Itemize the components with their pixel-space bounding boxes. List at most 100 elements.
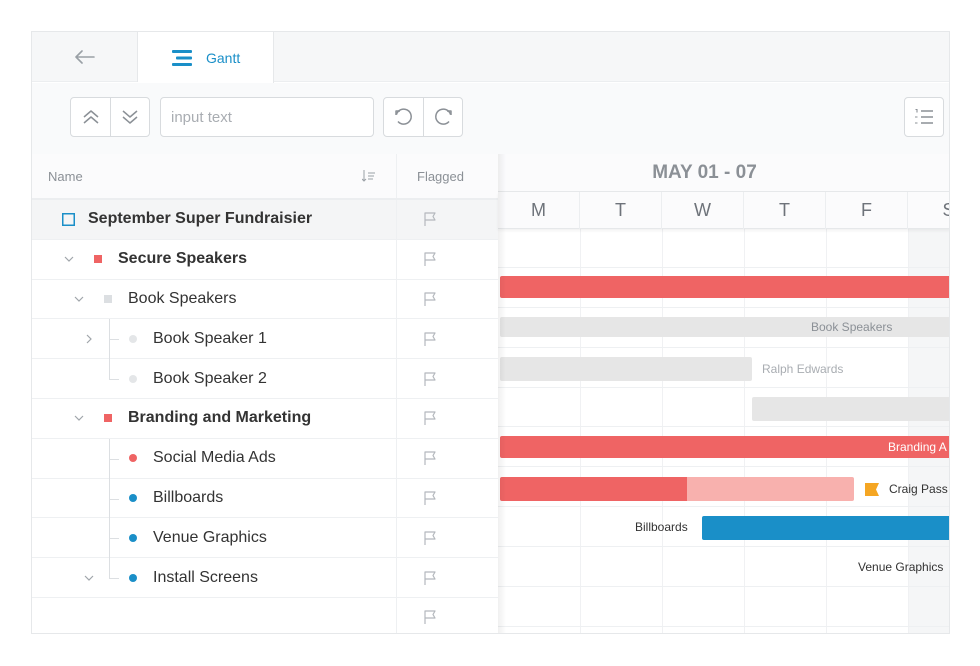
square-marker-icon <box>94 255 102 264</box>
toolbar <box>32 83 949 154</box>
flag-icon[interactable] <box>423 450 439 466</box>
redo-button[interactable] <box>423 98 462 136</box>
task-label: Venue Graphics <box>153 528 267 546</box>
task-label: Billboards <box>153 488 224 506</box>
flag-icon[interactable] <box>423 410 439 426</box>
chevron-down-icon[interactable] <box>74 413 84 423</box>
week-header: MAY 01 - 07 <box>498 154 949 192</box>
tab-gantt-label: Gantt <box>206 49 241 66</box>
dot-marker-icon <box>129 533 137 542</box>
task-row[interactable] <box>32 597 498 633</box>
flag-icon[interactable] <box>423 490 439 506</box>
task-label: Book Speaker 2 <box>153 369 267 387</box>
week-label: MAY 01 - 07 <box>652 161 757 183</box>
dot-marker-icon <box>129 374 137 383</box>
dot-marker-icon <box>129 454 137 463</box>
day-label: S <box>908 192 949 229</box>
gantt-bar-book-speakers[interactable] <box>500 317 949 337</box>
bar-label-branding: Branding A <box>888 440 947 454</box>
checkbox-square-icon[interactable] <box>62 212 75 226</box>
gantt-bar-branding[interactable] <box>500 436 949 458</box>
flagged-column-header[interactable]: Flagged <box>397 154 498 198</box>
bar-label-book-speakers: Book Speakers <box>811 320 893 334</box>
undo-redo-group <box>383 97 463 137</box>
task-row[interactable]: Branding and Marketing <box>32 398 498 439</box>
search-box <box>160 97 374 137</box>
task-row[interactable]: Book Speaker 1 <box>32 319 498 360</box>
chevron-down-icon[interactable] <box>74 294 84 304</box>
task-row[interactable]: Venue Graphics <box>32 518 498 559</box>
gantt-timeline: MAY 01 - 07 M T W T F S Book Speakers Ra… <box>498 154 949 633</box>
expand-all-button[interactable] <box>110 98 149 136</box>
undo-button[interactable] <box>384 98 423 136</box>
flag-icon[interactable] <box>423 371 439 387</box>
gantt-bar-book-speaker-2[interactable] <box>752 397 949 421</box>
flag-icon[interactable] <box>423 570 439 586</box>
collapse-all-button[interactable] <box>71 98 110 136</box>
square-marker-icon <box>104 294 112 303</box>
bar-label-ralph-edwards: Ralph Edwards <box>762 362 844 376</box>
gantt-bar-social-media-progress[interactable] <box>500 477 687 501</box>
flag-icon[interactable] <box>423 331 439 347</box>
arrow-left-icon <box>74 50 95 64</box>
day-label: F <box>826 192 908 229</box>
expand-collapse-group <box>70 97 150 137</box>
search-input[interactable] <box>161 98 373 136</box>
task-label: Book Speakers <box>128 289 237 307</box>
flagged-column-label: Flagged <box>417 168 464 184</box>
back-button[interactable] <box>32 32 138 82</box>
chevron-down-icon[interactable] <box>84 573 94 583</box>
numbered-list-icon <box>915 108 933 124</box>
name-column-label: Name <box>48 168 83 184</box>
task-row[interactable]: Install Screens <box>32 558 498 598</box>
sort-icon[interactable] <box>362 170 376 182</box>
dot-marker-icon <box>129 573 137 582</box>
day-label: T <box>744 192 826 229</box>
gantt-bar-book-speaker-1[interactable] <box>500 357 752 381</box>
redo-icon <box>435 108 452 125</box>
task-label: Book Speaker 1 <box>153 329 267 347</box>
bar-label-billboards: Billboards <box>635 520 688 534</box>
flag-filled-icon <box>865 483 879 496</box>
chevron-down-icon[interactable] <box>64 254 74 264</box>
day-label: T <box>580 192 662 229</box>
double-chevron-down-icon <box>122 110 138 124</box>
day-label: W <box>662 192 744 229</box>
dot-marker-icon <box>129 493 137 502</box>
gantt-bar-billboards[interactable] <box>702 516 949 540</box>
task-label: Install Screens <box>153 568 258 586</box>
grid-header: Name Flagged <box>32 154 498 200</box>
task-label: Secure Speakers <box>118 250 247 268</box>
gantt-app-frame: Gantt <box>31 31 950 634</box>
flag-icon[interactable] <box>423 291 439 307</box>
list-view-button[interactable] <box>904 97 944 137</box>
gantt-bar-social-media-remaining[interactable] <box>687 477 854 501</box>
double-chevron-up-icon <box>83 110 98 124</box>
gantt-icon <box>172 49 192 66</box>
task-row[interactable]: September Super Fundraisier <box>32 200 498 240</box>
dot-marker-icon <box>129 334 137 343</box>
task-label: Branding and Marketing <box>128 409 312 427</box>
task-row[interactable]: Billboards <box>32 478 498 519</box>
task-row[interactable]: Social Media Ads <box>32 438 498 479</box>
flag-icon[interactable] <box>423 530 439 546</box>
task-row[interactable]: Secure Speakers <box>32 239 498 280</box>
task-grid: Name Flagged September Super Fundraisier <box>32 154 498 633</box>
task-label: September Super Fundraisier <box>88 210 313 228</box>
day-label: M <box>498 192 580 229</box>
tab-gantt[interactable]: Gantt <box>138 32 274 83</box>
flag-icon[interactable] <box>423 609 439 625</box>
chevron-right-icon[interactable] <box>84 334 94 344</box>
bar-label-craig: Craig Pass <box>889 482 948 496</box>
gantt-bar-secure-speakers[interactable] <box>500 276 949 298</box>
task-label: Social Media Ads <box>153 449 276 467</box>
task-row[interactable]: Book Speaker 2 <box>32 359 498 399</box>
flag-icon[interactable] <box>423 251 439 267</box>
bar-label-venue-graphics: Venue Graphics <box>858 560 944 574</box>
square-marker-icon <box>104 414 112 423</box>
name-column-header[interactable]: Name <box>32 154 397 198</box>
flag-icon[interactable] <box>423 211 439 227</box>
day-header: M T W T F S <box>498 192 949 229</box>
task-row[interactable]: Book Speakers <box>32 279 498 320</box>
tab-bar: Gantt <box>32 32 949 83</box>
